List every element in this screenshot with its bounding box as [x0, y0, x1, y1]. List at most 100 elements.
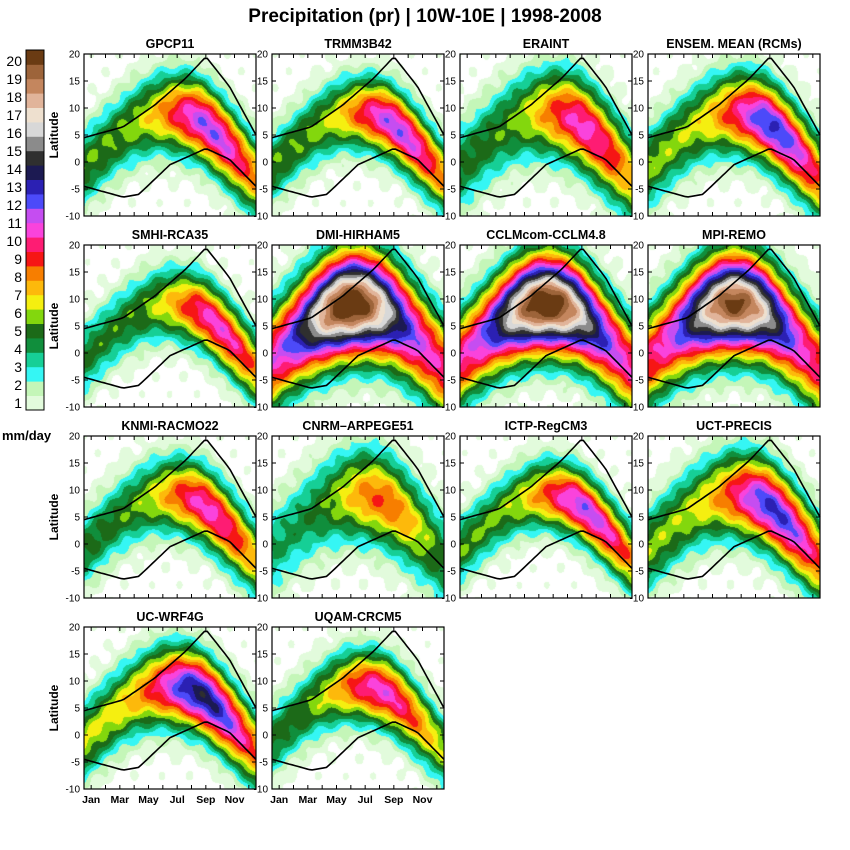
y-tick-label: 10 — [633, 104, 645, 115]
precip-field — [84, 436, 256, 598]
colorbar-swatch — [26, 165, 44, 180]
colorbar-frame — [25, 49, 45, 411]
y-tick-label: 15 — [445, 268, 457, 279]
y-tick-label: -10 — [442, 594, 457, 605]
panel: UCT-PRECIS 20 15 10 5 0 -5 -10 — [630, 419, 821, 605]
upper-contour-line — [271, 248, 445, 330]
lower-contour-line — [83, 721, 257, 771]
x-tick-label: Jul — [170, 794, 185, 806]
colorbar-swatch — [26, 395, 44, 411]
y-tick-label: -10 — [630, 594, 645, 605]
colorbar-swatch — [26, 107, 44, 123]
x-tick-label: Sep — [196, 794, 215, 806]
y-tick-label: 5 — [638, 513, 644, 524]
y-tick-label: 20 — [257, 623, 269, 634]
colorbar-tick-label: 1 — [14, 395, 22, 411]
panel-title: UC-WRF4G — [136, 610, 203, 624]
y-tick-label: 20 — [257, 241, 269, 252]
x-tick-label: May — [326, 794, 347, 806]
colorbar-swatch — [26, 366, 44, 382]
precip-field — [84, 54, 256, 216]
y-tick-label: 0 — [638, 540, 644, 551]
x-tick-label: Nov — [225, 794, 245, 806]
panel: CNRM–ARPEGE51 20 15 10 5 0 -5 -10 — [254, 419, 445, 605]
y-tick-label: 0 — [638, 158, 644, 169]
y-tick-label: -5 — [71, 185, 80, 196]
upper-contour-line — [459, 248, 633, 330]
y-tick-label: -5 — [635, 567, 644, 578]
panel-title: GPCP11 — [146, 37, 195, 51]
lower-contour-line — [459, 339, 633, 389]
y-tick-label: -10 — [66, 212, 81, 223]
panel: UC-WRF4G 20 15 10 5 0 -5 -10 Latitude — [47, 610, 257, 796]
y-tick-label: 20 — [69, 623, 81, 634]
y-tick-label: 5 — [638, 131, 644, 142]
y-tick-label: 10 — [445, 486, 457, 497]
colorbar-swatch — [26, 280, 44, 296]
colorbar-swatch — [26, 150, 44, 166]
lower-contour-line — [271, 721, 445, 771]
colorbar-tick-label: 12 — [6, 197, 22, 213]
colorbar-tick-label: 10 — [6, 233, 22, 249]
y-tick-label: 5 — [262, 322, 268, 333]
upper-contour-line — [83, 630, 257, 712]
panel-title: UQAM-CRCM5 — [315, 610, 402, 624]
colorbar-swatch — [26, 251, 44, 267]
precip-field — [648, 54, 820, 216]
y-tick-label: 5 — [74, 704, 80, 715]
panel: GPCP11 20 15 10 5 0 -5 -10 Latitude — [47, 37, 257, 223]
y-tick-label: -5 — [259, 376, 268, 387]
y-tick-label: 0 — [450, 349, 456, 360]
colorbar-tick-label: 19 — [6, 71, 22, 87]
y-tick-label: -5 — [635, 376, 644, 387]
y-tick-label: -10 — [254, 403, 269, 414]
upper-contour-line — [647, 248, 821, 330]
y-tick-label: 0 — [74, 540, 80, 551]
colorbar-swatch — [26, 338, 44, 353]
colorbar-swatch — [26, 294, 44, 310]
x-tick-label: May — [138, 794, 159, 806]
panel-title: UCT-PRECIS — [696, 419, 772, 433]
y-tick-label: 15 — [257, 268, 269, 279]
y-tick-label: -10 — [66, 785, 81, 796]
panel: CCLMcom-CCLM4.8 20 15 10 5 0 -5 -10 — [442, 228, 633, 414]
y-tick-label: 10 — [69, 486, 81, 497]
colorbar-tick-label: 5 — [14, 323, 22, 339]
y-tick-label: 15 — [257, 459, 269, 470]
upper-contour-line — [83, 57, 257, 139]
colorbar-swatch — [26, 208, 44, 224]
y-tick-label: -10 — [66, 594, 81, 605]
y-tick-label: 20 — [445, 432, 457, 443]
y-tick-label: 0 — [262, 540, 268, 551]
y-tick-label: 5 — [450, 131, 456, 142]
y-tick-label: -10 — [442, 403, 457, 414]
upper-contour-line — [459, 439, 633, 521]
y-tick-label: -10 — [630, 212, 645, 223]
lower-contour-line — [459, 530, 633, 580]
y-tick-label: -5 — [447, 567, 456, 578]
panel-title: ERAINT — [523, 37, 570, 51]
precip-field — [460, 436, 632, 598]
colorbar-tick-label: 11 — [7, 215, 22, 231]
colorbar-swatch — [26, 78, 44, 94]
y-tick-label: 20 — [633, 241, 645, 252]
lower-contour-line — [271, 339, 445, 389]
colorbar-unit-label: mm/day — [2, 428, 52, 443]
y-tick-label: 20 — [257, 432, 269, 443]
y-axis-label: Latitude — [47, 302, 61, 349]
y-tick-label: -5 — [71, 567, 80, 578]
y-tick-label: -5 — [71, 376, 80, 387]
y-tick-label: -5 — [71, 758, 80, 769]
lower-contour-line — [647, 148, 821, 198]
y-tick-label: 15 — [633, 268, 645, 279]
upper-contour-line — [271, 57, 445, 139]
y-tick-label: 15 — [445, 77, 457, 88]
colorbar-tick-label: 16 — [6, 125, 22, 141]
colorbar-swatch — [26, 50, 44, 65]
colorbar-swatch — [26, 323, 44, 339]
x-tick-label: Jan — [270, 794, 288, 806]
precip-field — [460, 245, 632, 407]
y-tick-label: 20 — [257, 50, 269, 61]
